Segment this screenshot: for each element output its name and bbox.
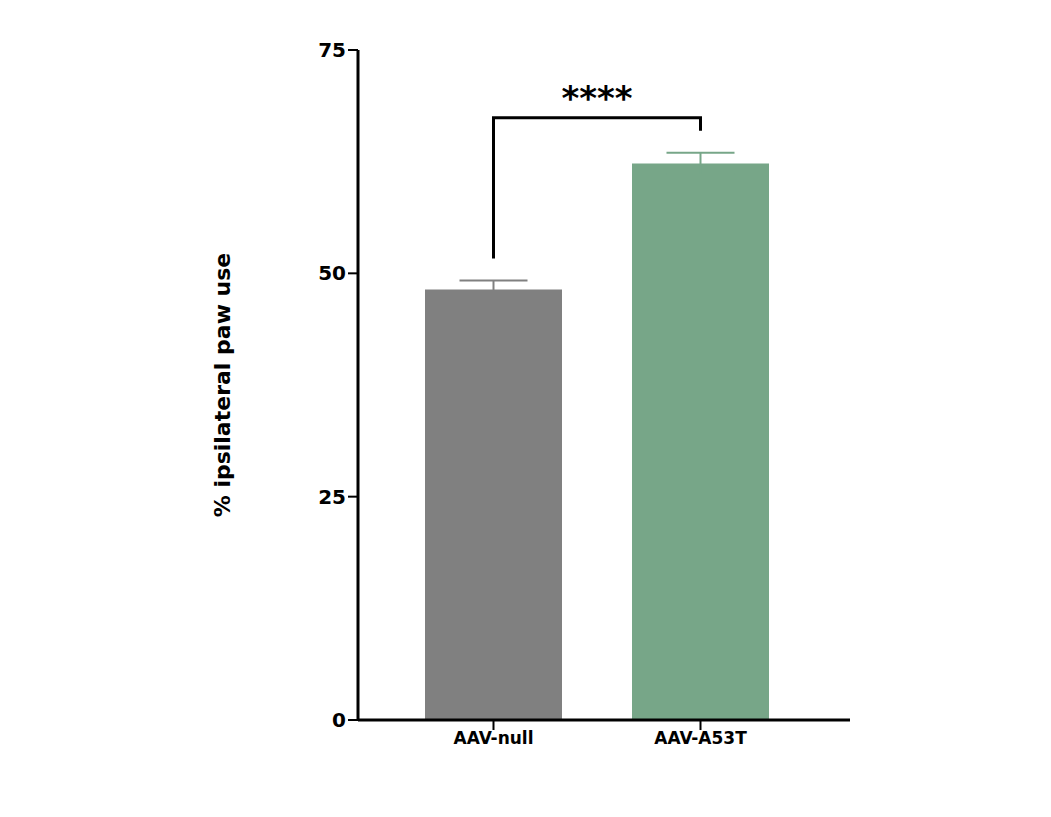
- svg-text:25: 25: [318, 485, 346, 509]
- svg-text:AAV-A53T: AAV-A53T: [654, 728, 747, 748]
- svg-text:0: 0: [332, 708, 346, 732]
- svg-text:% ipsilateral paw use: % ipsilateral paw use: [210, 253, 235, 518]
- svg-text:****: ****: [561, 78, 632, 118]
- svg-text:50: 50: [318, 261, 346, 285]
- svg-text:AAV-null: AAV-null: [454, 728, 534, 748]
- svg-text:75: 75: [318, 38, 346, 62]
